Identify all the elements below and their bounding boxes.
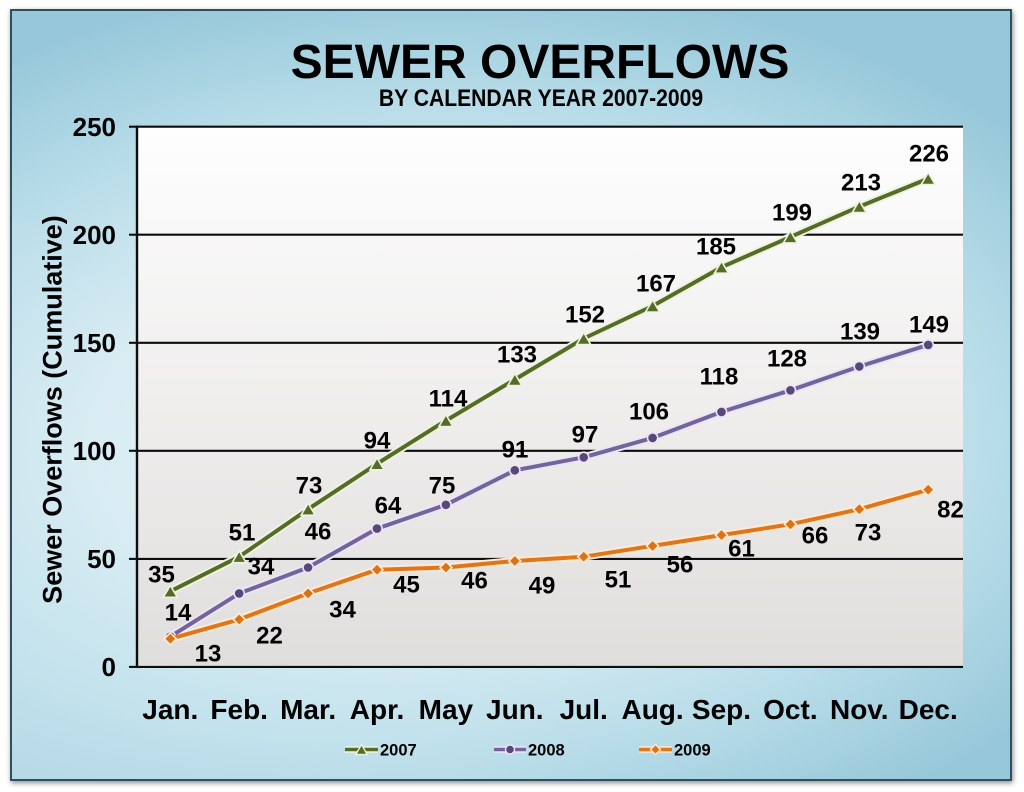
svg-text:Feb.: Feb. [210,694,268,725]
svg-text:167: 167 [636,271,676,298]
svg-text:2008: 2008 [528,742,565,760]
svg-text:46: 46 [461,568,488,595]
svg-text:Dec.: Dec. [899,694,958,725]
svg-text:Jan.: Jan. [142,694,198,725]
svg-text:34: 34 [329,597,356,624]
svg-text:BY CALENDAR YEAR 2007-2009: BY CALENDAR YEAR 2007-2009 [379,85,703,112]
svg-text:Oct.: Oct. [763,694,817,725]
svg-text:51: 51 [605,567,632,594]
svg-text:226: 226 [909,141,949,168]
svg-text:SEWER OVERFLOWS: SEWER OVERFLOWS [291,36,790,89]
svg-text:13: 13 [195,641,222,668]
svg-text:94: 94 [364,428,391,455]
svg-text:100: 100 [73,436,116,466]
svg-text:200: 200 [73,220,116,250]
svg-text:250: 250 [73,112,116,142]
svg-text:64: 64 [375,493,402,520]
svg-text:97: 97 [572,422,599,449]
svg-text:185: 185 [696,234,736,261]
svg-text:2007: 2007 [380,742,417,760]
svg-text:91: 91 [502,437,529,464]
svg-text:213: 213 [841,170,881,197]
svg-text:2009: 2009 [674,742,711,760]
svg-text:133: 133 [497,342,537,369]
svg-text:51: 51 [229,520,256,547]
svg-text:56: 56 [667,552,694,579]
svg-text:82: 82 [937,497,964,524]
svg-text:Mar.: Mar. [280,694,336,725]
svg-text:75: 75 [429,473,456,500]
svg-text:139: 139 [840,319,880,346]
svg-text:50: 50 [87,544,116,574]
svg-text:49: 49 [529,573,556,600]
svg-text:128: 128 [767,346,807,373]
svg-text:149: 149 [909,312,949,339]
svg-text:46: 46 [305,519,332,546]
svg-text:73: 73 [296,473,323,500]
svg-text:14: 14 [165,600,192,627]
svg-text:106: 106 [629,399,669,426]
svg-text:73: 73 [855,520,882,547]
svg-text:0: 0 [102,652,116,682]
svg-text:61: 61 [728,536,755,563]
svg-text:34: 34 [248,554,275,581]
svg-text:Sewer Overflows (Cumulative): Sewer Overflows (Cumulative) [38,215,68,604]
svg-text:199: 199 [772,200,812,227]
svg-text:150: 150 [73,328,116,358]
svg-text:118: 118 [700,364,739,391]
svg-text:22: 22 [256,623,283,650]
svg-text:Nov.: Nov. [830,694,889,725]
svg-text:Apr.: Apr. [350,694,404,725]
svg-text:Jun.: Jun. [486,694,544,725]
svg-text:45: 45 [393,572,420,599]
svg-text:114: 114 [429,386,468,413]
svg-text:152: 152 [565,302,605,329]
svg-text:Jul.: Jul. [560,694,608,725]
svg-text:Aug.: Aug. [621,694,683,725]
svg-text:May: May [419,694,474,725]
svg-text:66: 66 [802,523,829,550]
svg-text:35: 35 [148,562,175,589]
svg-text:Sep.: Sep. [692,694,751,725]
